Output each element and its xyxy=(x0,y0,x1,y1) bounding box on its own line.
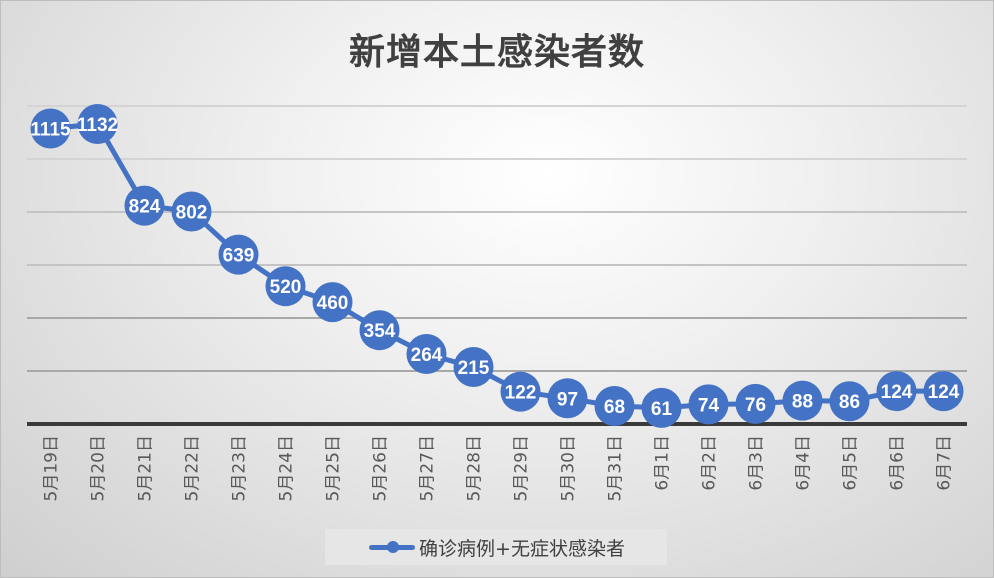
data-point: 74 xyxy=(688,384,729,425)
data-point: 215 xyxy=(453,347,494,388)
x-tick-label: 5月20日 xyxy=(89,435,109,501)
x-tick-label: 5月29日 xyxy=(512,435,532,501)
data-point: 61 xyxy=(641,387,682,428)
x-tick-label: 5月27日 xyxy=(418,435,438,501)
x-tick-label: 5月23日 xyxy=(230,435,250,501)
data-point: 86 xyxy=(829,381,870,422)
data-label: 61 xyxy=(651,399,673,420)
data-point: 124 xyxy=(923,371,964,412)
data-label: 264 xyxy=(411,345,443,366)
data-label: 639 xyxy=(223,246,255,267)
data-label: 124 xyxy=(881,382,913,403)
x-tick-label: 5月21日 xyxy=(136,435,156,501)
line-plot: 5月19日 5月20日 5月21日 5月22日 5月23日 5月24日 5月25日 5月26日… xyxy=(27,104,967,501)
data-point: 1132 xyxy=(77,104,118,145)
data-label: 520 xyxy=(270,277,302,298)
data-point: 97 xyxy=(547,378,588,419)
data-label: 215 xyxy=(458,358,490,379)
x-tick-label: 6月7日 xyxy=(935,435,955,491)
data-label: 124 xyxy=(928,382,960,403)
data-label: 74 xyxy=(698,395,720,416)
x-tick-label: 6月1日 xyxy=(653,435,673,491)
data-label: 97 xyxy=(557,389,578,410)
legend-label: 确诊病例+无症状感染者 xyxy=(419,537,625,560)
data-point: 460 xyxy=(312,282,353,323)
x-tick-label: 5月28日 xyxy=(465,435,485,501)
x-tick-label: 5月22日 xyxy=(183,435,203,501)
x-tick-label: 6月3日 xyxy=(747,435,767,491)
x-tick-label: 6月2日 xyxy=(700,435,720,491)
x-tick-label: 5月19日 xyxy=(42,435,62,501)
data-label: 88 xyxy=(792,392,813,413)
chart-title: 新增本土感染者数 xyxy=(348,32,645,73)
data-label: 460 xyxy=(317,293,349,314)
data-point: 264 xyxy=(406,334,447,375)
data-label: 824 xyxy=(129,197,161,218)
x-tick-label: 6月4日 xyxy=(794,435,814,491)
data-point: 68 xyxy=(594,385,635,426)
x-tick-label: 6月6日 xyxy=(888,435,908,491)
data-label: 86 xyxy=(839,392,860,413)
data-point: 124 xyxy=(876,371,917,412)
data-point: 802 xyxy=(171,191,212,232)
data-label: 1115 xyxy=(30,120,71,141)
x-tick-label: 5月25日 xyxy=(324,435,344,501)
data-label: 1132 xyxy=(77,115,118,136)
data-label: 354 xyxy=(364,321,396,342)
x-tick-label: 5月24日 xyxy=(277,435,297,501)
data-label: 68 xyxy=(604,397,625,418)
x-tick-label: 6月5日 xyxy=(841,435,861,491)
data-point: 88 xyxy=(782,380,823,421)
x-tick-label: 5月26日 xyxy=(371,435,391,501)
data-point: 76 xyxy=(735,383,776,424)
data-point: 520 xyxy=(265,266,306,307)
data-point: 354 xyxy=(359,310,400,351)
legend-line-marker-icon xyxy=(367,537,417,557)
data-label: 76 xyxy=(745,395,766,416)
data-point: 1115 xyxy=(30,108,71,149)
data-label: 122 xyxy=(505,383,537,404)
data-label: 802 xyxy=(176,202,208,223)
x-tick-label: 5月31日 xyxy=(606,435,626,501)
data-point: 122 xyxy=(500,371,541,412)
x-tick-label: 5月30日 xyxy=(559,435,579,501)
data-point: 824 xyxy=(124,185,165,226)
data-point: 639 xyxy=(218,234,259,275)
chart-legend: 确诊病例+无症状感染者 xyxy=(325,529,667,565)
